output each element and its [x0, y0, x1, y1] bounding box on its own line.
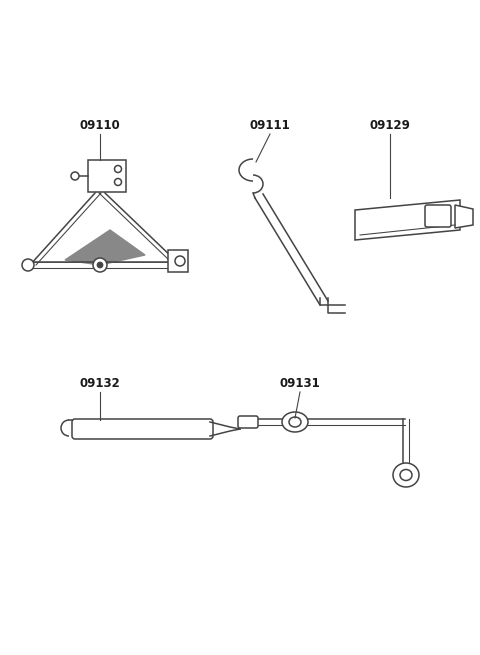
Ellipse shape [289, 417, 301, 427]
Circle shape [93, 258, 107, 272]
FancyBboxPatch shape [238, 416, 258, 428]
Ellipse shape [282, 412, 308, 432]
Polygon shape [455, 205, 473, 228]
Circle shape [115, 179, 121, 185]
Circle shape [22, 259, 34, 271]
Circle shape [97, 262, 103, 268]
Circle shape [71, 172, 79, 180]
Text: 09129: 09129 [370, 119, 410, 132]
Text: 09132: 09132 [80, 377, 120, 390]
Polygon shape [65, 230, 145, 265]
Text: 09111: 09111 [250, 119, 290, 132]
Text: 09110: 09110 [80, 119, 120, 132]
FancyBboxPatch shape [72, 419, 213, 439]
FancyBboxPatch shape [88, 160, 126, 192]
Circle shape [115, 166, 121, 172]
Polygon shape [355, 200, 460, 240]
Text: 09131: 09131 [280, 377, 320, 390]
Circle shape [175, 256, 185, 266]
Ellipse shape [393, 463, 419, 487]
Polygon shape [168, 250, 188, 272]
Ellipse shape [400, 470, 412, 481]
FancyBboxPatch shape [425, 205, 451, 227]
